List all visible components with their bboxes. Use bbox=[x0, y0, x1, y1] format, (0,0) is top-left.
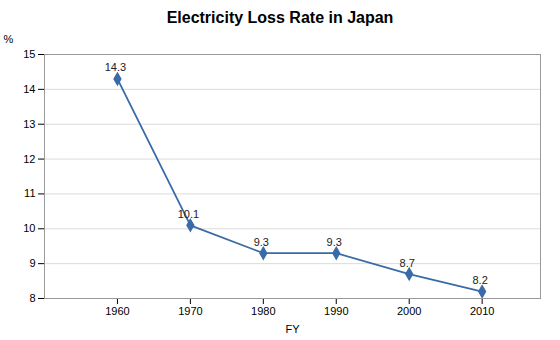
svg-text:1960: 1960 bbox=[105, 305, 129, 317]
svg-text:%: % bbox=[4, 33, 14, 45]
svg-text:14: 14 bbox=[23, 83, 35, 95]
svg-text:8.7: 8.7 bbox=[400, 257, 415, 269]
svg-text:2000: 2000 bbox=[397, 305, 421, 317]
svg-text:9.3: 9.3 bbox=[327, 236, 342, 248]
svg-text:9.3: 9.3 bbox=[254, 236, 269, 248]
svg-text:12: 12 bbox=[23, 153, 35, 165]
svg-text:8.2: 8.2 bbox=[472, 274, 487, 286]
svg-text:14.3: 14.3 bbox=[105, 61, 126, 73]
svg-text:2010: 2010 bbox=[470, 305, 494, 317]
html-text:Electricity Loss Rate in Japan: Electricity Loss Rate in Japan bbox=[166, 9, 394, 26]
svg-text:1970: 1970 bbox=[178, 305, 202, 317]
svg-text:11: 11 bbox=[24, 187, 35, 199]
svg-text:15: 15 bbox=[23, 48, 35, 60]
svg-text:9: 9 bbox=[29, 257, 35, 269]
svg-text:8: 8 bbox=[29, 292, 35, 304]
svg-text:1990: 1990 bbox=[324, 305, 348, 317]
svg-text:FY: FY bbox=[285, 323, 300, 335]
svg-text:10: 10 bbox=[23, 222, 35, 234]
svg-text:13: 13 bbox=[23, 118, 35, 130]
svg-text:10.1: 10.1 bbox=[178, 208, 199, 220]
svg-text:1980: 1980 bbox=[251, 305, 275, 317]
